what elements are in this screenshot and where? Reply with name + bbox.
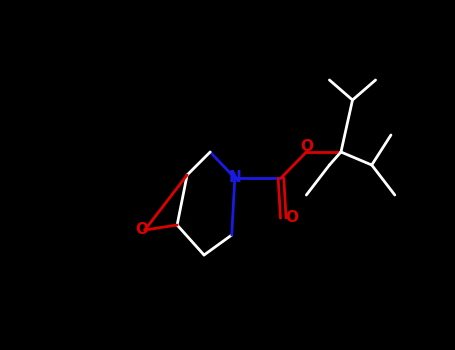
Text: O: O [135, 223, 148, 238]
Text: N: N [228, 170, 241, 186]
Text: O: O [286, 210, 298, 225]
Text: O: O [300, 139, 313, 154]
